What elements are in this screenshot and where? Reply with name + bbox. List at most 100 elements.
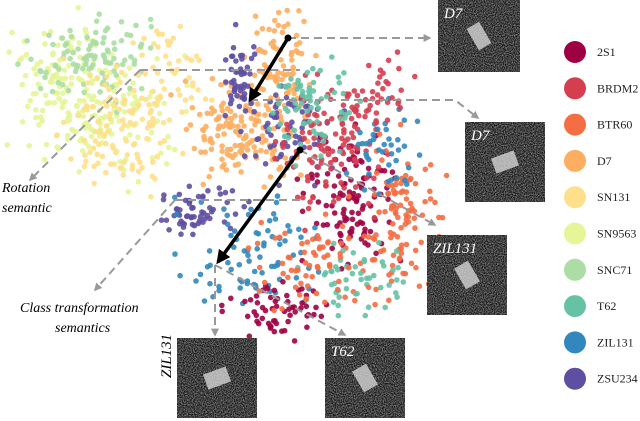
- point: [403, 189, 410, 195]
- point: [173, 206, 180, 212]
- point: [295, 77, 302, 84]
- point: [369, 88, 376, 95]
- point: [432, 199, 438, 206]
- point: [249, 137, 255, 144]
- point: [39, 107, 46, 114]
- point: [248, 100, 254, 107]
- point: [242, 108, 249, 114]
- point: [241, 123, 247, 129]
- point: [364, 275, 370, 282]
- point: [268, 263, 275, 270]
- point: [190, 80, 196, 86]
- point: [68, 156, 74, 162]
- point: [353, 198, 360, 205]
- legend-label: D7: [597, 154, 612, 168]
- point: [201, 298, 208, 304]
- point: [33, 90, 39, 97]
- legend-label: T62: [597, 299, 616, 313]
- point: [83, 120, 90, 126]
- point: [330, 193, 337, 199]
- point: [354, 290, 360, 297]
- point: [86, 66, 92, 72]
- point: [237, 66, 244, 72]
- point: [229, 53, 236, 59]
- point: [414, 118, 421, 125]
- point: [346, 156, 352, 163]
- point: [168, 92, 174, 98]
- point: [388, 151, 395, 157]
- annotation: Class transformation: [20, 301, 139, 316]
- legend: 2S1 BRDM2 BTR60 D7 SN131 SN9563 SNC71 T62 ZIL131…: [564, 41, 638, 390]
- point: [358, 270, 364, 277]
- point: [189, 104, 196, 111]
- point: [276, 182, 282, 189]
- point: [175, 87, 181, 93]
- point: [323, 179, 329, 185]
- point: [252, 13, 259, 19]
- point: [404, 181, 410, 187]
- point: [401, 117, 408, 123]
- point: [148, 23, 155, 30]
- point: [216, 287, 222, 294]
- point: [184, 82, 190, 89]
- point: [166, 60, 173, 67]
- point: [244, 280, 251, 287]
- point: [350, 250, 357, 256]
- point: [351, 123, 358, 130]
- point: [238, 142, 245, 148]
- point: [85, 52, 92, 59]
- point: [397, 255, 403, 261]
- point: [321, 133, 328, 139]
- point: [386, 297, 392, 304]
- legend-label: SNC71: [597, 263, 632, 277]
- point: [349, 209, 355, 216]
- point: [64, 48, 71, 54]
- point: [298, 172, 304, 178]
- point: [102, 82, 108, 88]
- point: [87, 149, 93, 156]
- point: [241, 248, 248, 254]
- point: [298, 50, 305, 57]
- point: [161, 100, 167, 107]
- point: [158, 217, 165, 223]
- point: [86, 46, 92, 53]
- point: [330, 240, 337, 247]
- point: [160, 119, 167, 126]
- point: [248, 206, 254, 213]
- point: [233, 58, 239, 64]
- point: [381, 141, 388, 148]
- point: [61, 98, 68, 105]
- point: [324, 171, 331, 177]
- point: [124, 31, 130, 38]
- point: [84, 34, 90, 40]
- point: [328, 166, 334, 172]
- point: [365, 284, 372, 291]
- point: [396, 65, 402, 72]
- point: [261, 243, 267, 249]
- point: [219, 156, 225, 163]
- point: [245, 245, 252, 251]
- point: [231, 85, 238, 92]
- point: [411, 215, 418, 221]
- point: [340, 90, 347, 97]
- point: [244, 147, 251, 153]
- point: [293, 107, 299, 113]
- point: [251, 108, 257, 115]
- point: [111, 40, 117, 46]
- point: [120, 93, 127, 99]
- point: [232, 142, 238, 149]
- point: [302, 260, 309, 266]
- point: [309, 236, 316, 243]
- point: [219, 143, 225, 149]
- point: [327, 159, 334, 166]
- point: [336, 278, 342, 285]
- point: [276, 83, 282, 89]
- point: [50, 41, 56, 48]
- point: [390, 221, 396, 227]
- point: [150, 64, 156, 71]
- point: [224, 105, 231, 112]
- point: [284, 121, 290, 128]
- point: [67, 43, 74, 50]
- point: [241, 70, 248, 77]
- point: [380, 70, 386, 76]
